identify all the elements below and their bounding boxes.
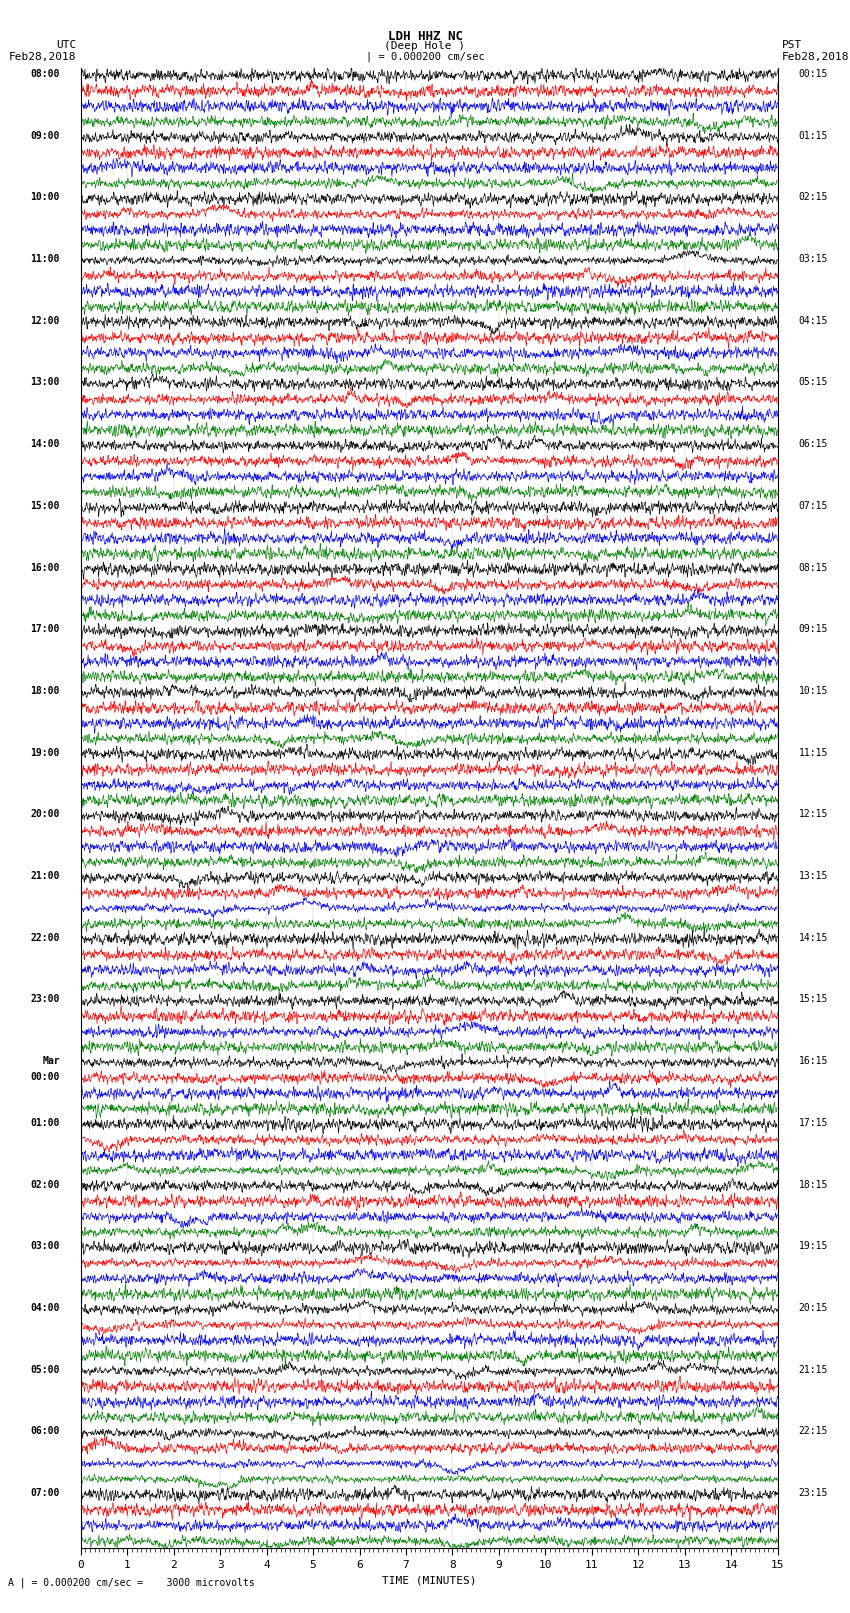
Text: 02:00: 02:00 bbox=[31, 1179, 60, 1189]
Text: 17:00: 17:00 bbox=[31, 624, 60, 634]
Text: 15:15: 15:15 bbox=[799, 995, 828, 1005]
Text: 07:15: 07:15 bbox=[799, 502, 828, 511]
Text: 22:15: 22:15 bbox=[799, 1426, 828, 1436]
Text: 04:15: 04:15 bbox=[799, 316, 828, 326]
Text: 18:00: 18:00 bbox=[31, 686, 60, 695]
Text: 14:00: 14:00 bbox=[31, 439, 60, 448]
Text: UTC: UTC bbox=[56, 40, 76, 50]
Text: (Deep Hole ): (Deep Hole ) bbox=[384, 40, 466, 52]
Text: 19:00: 19:00 bbox=[31, 748, 60, 758]
X-axis label: TIME (MINUTES): TIME (MINUTES) bbox=[382, 1576, 477, 1586]
Text: 20:15: 20:15 bbox=[799, 1303, 828, 1313]
Text: 00:00: 00:00 bbox=[31, 1071, 60, 1082]
Text: 03:15: 03:15 bbox=[799, 255, 828, 265]
Text: 09:15: 09:15 bbox=[799, 624, 828, 634]
Text: Feb28,2018: Feb28,2018 bbox=[9, 52, 76, 61]
Text: 00:15: 00:15 bbox=[799, 69, 828, 79]
Text: Mar: Mar bbox=[42, 1057, 60, 1066]
Text: LDH HHZ NC: LDH HHZ NC bbox=[388, 31, 462, 44]
Text: 07:00: 07:00 bbox=[31, 1489, 60, 1498]
Text: 15:00: 15:00 bbox=[31, 502, 60, 511]
Text: 06:15: 06:15 bbox=[799, 439, 828, 448]
Text: 20:00: 20:00 bbox=[31, 810, 60, 819]
Text: 16:00: 16:00 bbox=[31, 563, 60, 573]
Text: 03:00: 03:00 bbox=[31, 1242, 60, 1252]
Text: 13:00: 13:00 bbox=[31, 377, 60, 387]
Text: 10:00: 10:00 bbox=[31, 192, 60, 202]
Text: 08:00: 08:00 bbox=[31, 69, 60, 79]
Text: 21:00: 21:00 bbox=[31, 871, 60, 881]
Text: 23:00: 23:00 bbox=[31, 995, 60, 1005]
Text: 11:00: 11:00 bbox=[31, 255, 60, 265]
Text: 14:15: 14:15 bbox=[799, 932, 828, 942]
Text: Feb28,2018: Feb28,2018 bbox=[782, 52, 849, 61]
Text: PST: PST bbox=[782, 40, 802, 50]
Text: 12:00: 12:00 bbox=[31, 316, 60, 326]
Text: 12:15: 12:15 bbox=[799, 810, 828, 819]
Text: 01:15: 01:15 bbox=[799, 131, 828, 140]
Text: 08:15: 08:15 bbox=[799, 563, 828, 573]
Text: 21:15: 21:15 bbox=[799, 1365, 828, 1374]
Text: | = 0.000200 cm/sec: | = 0.000200 cm/sec bbox=[366, 52, 484, 63]
Text: 01:00: 01:00 bbox=[31, 1118, 60, 1127]
Text: 09:00: 09:00 bbox=[31, 131, 60, 140]
Text: 17:15: 17:15 bbox=[799, 1118, 828, 1127]
Text: A | = 0.000200 cm/sec =    3000 microvolts: A | = 0.000200 cm/sec = 3000 microvolts bbox=[8, 1578, 255, 1589]
Text: 23:15: 23:15 bbox=[799, 1489, 828, 1498]
Text: 02:15: 02:15 bbox=[799, 192, 828, 202]
Text: 22:00: 22:00 bbox=[31, 932, 60, 942]
Text: 05:00: 05:00 bbox=[31, 1365, 60, 1374]
Text: 10:15: 10:15 bbox=[799, 686, 828, 695]
Text: 18:15: 18:15 bbox=[799, 1179, 828, 1189]
Text: 05:15: 05:15 bbox=[799, 377, 828, 387]
Text: 06:00: 06:00 bbox=[31, 1426, 60, 1436]
Text: 04:00: 04:00 bbox=[31, 1303, 60, 1313]
Text: 16:15: 16:15 bbox=[799, 1057, 828, 1066]
Text: 19:15: 19:15 bbox=[799, 1242, 828, 1252]
Text: 13:15: 13:15 bbox=[799, 871, 828, 881]
Text: 11:15: 11:15 bbox=[799, 748, 828, 758]
